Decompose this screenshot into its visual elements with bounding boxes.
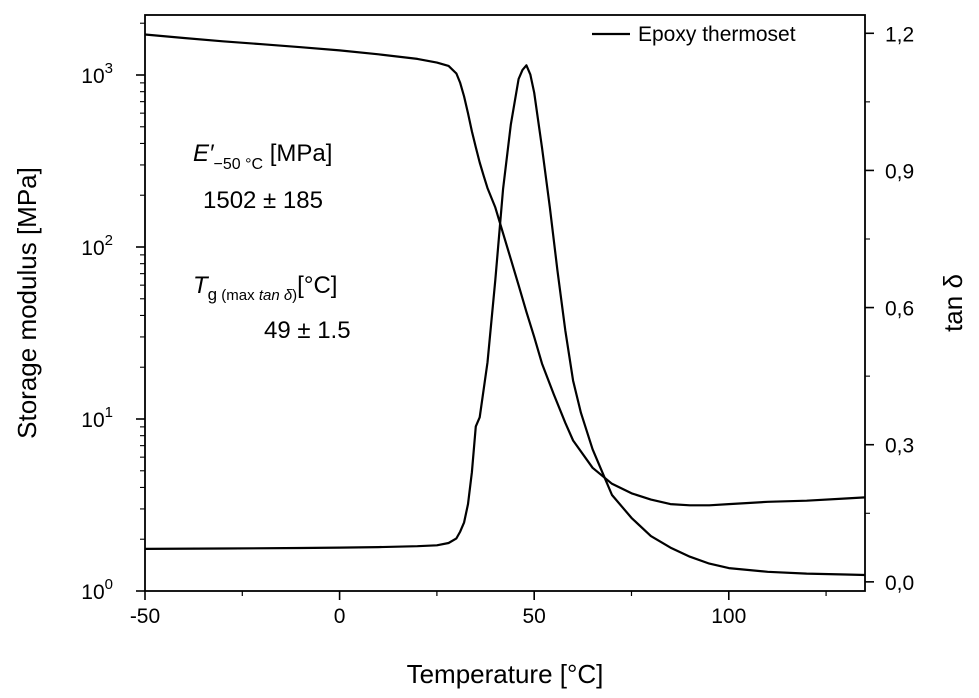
right-y-tick-label: 0,0 (885, 572, 914, 595)
right-y-axis-ticks: 0,0 0,3 0,6 0,9 1,2 (865, 23, 914, 595)
annotation-modulus-title: E′−50 °C [MPa] (193, 140, 332, 173)
left-y-tick-label: 101 (81, 404, 113, 432)
x-tick-label: 0 (334, 605, 346, 628)
annotation-modulus-value: 1502 ± 185 (203, 187, 323, 214)
plot-frame (144, 14, 866, 592)
left-y-tick-label: 100 (81, 576, 113, 604)
left-y-axis-ticks: 100 101 102 103 (81, 22, 145, 604)
x-tick-label: 100 (711, 605, 746, 628)
x-axis-ticks: -50 0 50 100 (130, 591, 827, 628)
x-tick-label: -50 (130, 605, 160, 628)
right-y-tick-label: 0,6 (885, 298, 914, 321)
x-axis-title: Temperature [°C] (407, 659, 604, 689)
left-y-axis-title: Storage modulus [MPa] (12, 167, 42, 439)
legend: Epoxy thermoset (592, 23, 796, 46)
tan-delta-line (144, 64, 866, 577)
annotation-tg-title: Tg (max tan δ)[°C] (193, 272, 337, 304)
annotation-tg-value: 49 ± 1.5 (264, 317, 351, 344)
right-y-tick-label: 1,2 (885, 23, 914, 46)
series-layer (144, 33, 866, 577)
left-y-tick-label: 103 (81, 60, 113, 88)
right-y-axis-title: tan δ (938, 274, 968, 332)
left-y-tick-label: 102 (81, 232, 113, 260)
x-tick-label: 50 (523, 605, 546, 628)
storage-modulus-line (144, 33, 866, 507)
right-y-tick-label: 0,3 (885, 435, 914, 458)
legend-label: Epoxy thermoset (638, 23, 796, 46)
right-y-tick-label: 0,9 (885, 160, 914, 183)
